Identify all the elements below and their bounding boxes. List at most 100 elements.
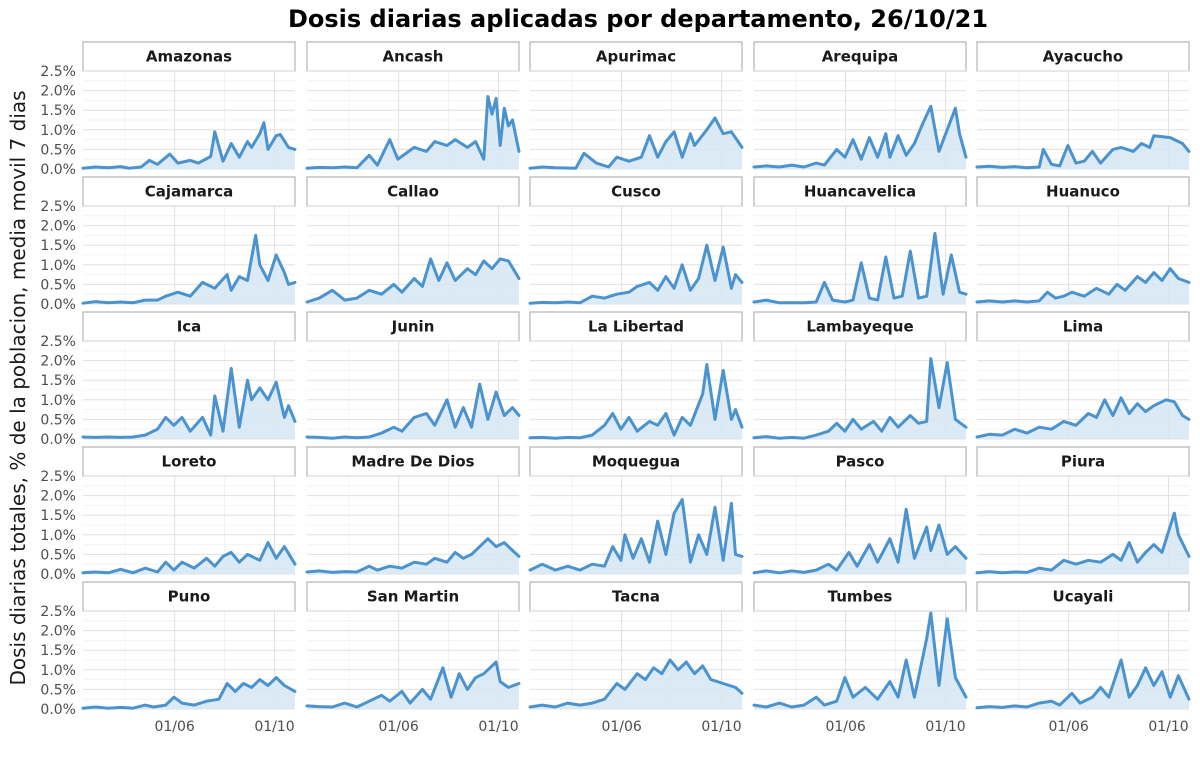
series-line — [528, 116, 744, 170]
series-area — [754, 613, 966, 709]
series-line — [81, 233, 297, 305]
facet-panel: Puno 0.0% 0.5% 1.0% 1.5% 2.0% 2.5% 01/06 01/10 — [40, 581, 297, 735]
y-tick-label: 2.0% — [40, 354, 76, 370]
x-tick-label: 01/06 — [825, 719, 865, 735]
series-area — [83, 542, 295, 574]
facet-strip — [753, 176, 967, 207]
y-tick-label: 0.5% — [40, 142, 76, 158]
facet-panel: Huancavelica — [752, 176, 968, 305]
y-tick-label: 0.0% — [40, 297, 76, 313]
facet-panel: La Libertad — [528, 311, 744, 440]
y-tick-label: 2.0% — [40, 489, 76, 505]
series-area — [977, 513, 1189, 574]
facet-label: Piura — [1061, 453, 1105, 471]
facet-strip — [753, 581, 967, 612]
facet-panel: Arequipa — [752, 41, 968, 170]
facet-strip — [753, 446, 967, 477]
y-tick-label: 2.5% — [40, 604, 76, 620]
facet-label: San Martin — [367, 588, 459, 606]
series-line — [752, 104, 968, 169]
series-line — [305, 537, 521, 574]
y-tick-label: 1.5% — [40, 508, 76, 524]
y-tick-label: 1.0% — [40, 528, 76, 544]
facet-label: Lambayeque — [806, 318, 913, 336]
series-line — [81, 676, 297, 710]
facet-panel: Ayacucho — [975, 41, 1191, 170]
y-tick-label: 1.0% — [40, 258, 76, 274]
series-area — [977, 135, 1189, 169]
series-line — [752, 357, 968, 440]
y-tick-label: 1.5% — [40, 103, 76, 119]
facet-label: Junin — [391, 318, 435, 336]
y-tick-label: 2.0% — [40, 219, 76, 235]
facet-strip — [82, 176, 296, 207]
facet-strip — [306, 446, 520, 477]
x-tick-label: 01/06 — [154, 719, 194, 735]
facet-strip — [753, 41, 967, 72]
series-area — [83, 122, 295, 169]
facet-label: Moquegua — [592, 453, 680, 471]
series-line — [528, 658, 744, 709]
facet-label: Ancash — [383, 48, 444, 66]
y-tick-label: 2.5% — [40, 469, 76, 485]
y-tick-label: 0.5% — [40, 412, 76, 428]
series-line — [975, 134, 1191, 170]
facet-panel: Amazonas 0.0% 0.5% 1.0% 1.5% 2.0% 2.5% — [40, 41, 297, 178]
facet-panel: San Martin 01/06 01/10 — [305, 581, 521, 735]
facet-strip — [753, 311, 967, 342]
facet-strip — [976, 176, 1190, 207]
facet-panel: Ica 0.0% 0.5% 1.0% 1.5% 2.0% 2.5% — [40, 311, 297, 448]
series-area — [977, 268, 1189, 304]
facet-strip — [976, 311, 1190, 342]
series-line — [752, 611, 968, 709]
facet-label: Puno — [168, 588, 211, 606]
series-area — [83, 235, 295, 304]
facet-strip — [82, 446, 296, 477]
facet-label: Callao — [387, 183, 439, 201]
series-area — [83, 368, 295, 439]
facet-strip — [976, 41, 1190, 72]
y-tick-label: 0.0% — [40, 162, 76, 178]
facet-label: Tumbes — [828, 588, 893, 606]
facet-panel: Loreto 0.0% 0.5% 1.0% 1.5% 2.0% 2.5% — [40, 446, 297, 583]
y-tick-label: 2.5% — [40, 199, 76, 215]
facet-label: Huancavelica — [804, 183, 916, 201]
series-line — [752, 231, 968, 305]
series-line — [81, 541, 297, 575]
series-line — [528, 363, 744, 440]
series-area — [977, 397, 1189, 439]
facet-label: Lima — [1063, 318, 1103, 336]
x-tick-label: 01/10 — [478, 719, 518, 735]
series-area — [754, 106, 966, 169]
y-axis-label: Dosis diarias totales, % de la poblacion… — [6, 90, 30, 685]
facet-panel: Callao — [305, 176, 521, 305]
y-tick-label: 1.5% — [40, 238, 76, 254]
facet-panel: Ancash — [305, 41, 521, 170]
facet-panel: Madre De Dios — [305, 446, 521, 575]
x-tick-label: 01/10 — [1148, 719, 1188, 735]
facet-panel: Cusco — [528, 176, 744, 305]
series-area — [307, 538, 519, 574]
facet-panel: Moquegua — [528, 446, 744, 575]
y-tick-label: 0.5% — [40, 277, 76, 293]
facet-panel: Huanuco — [975, 176, 1191, 305]
series-area — [307, 96, 519, 169]
facet-label: Apurimac — [596, 48, 676, 66]
series-area — [530, 660, 742, 709]
y-tick-label: 2.0% — [40, 84, 76, 100]
facet-label: Cajamarca — [145, 183, 234, 201]
x-tick-label: 01/10 — [701, 719, 741, 735]
facet-label: Ica — [177, 318, 202, 336]
series-line — [975, 396, 1191, 439]
y-tick-label: 1.0% — [40, 663, 76, 679]
facet-panel: Piura — [975, 446, 1191, 575]
series-area — [307, 662, 519, 709]
x-tick-label: 01/06 — [601, 719, 641, 735]
series-line — [305, 95, 521, 170]
series-line — [975, 658, 1191, 710]
facet-label: Tacna — [612, 588, 660, 606]
y-tick-label: 0.5% — [40, 547, 76, 563]
series-line — [305, 257, 521, 304]
series-line — [975, 511, 1191, 575]
